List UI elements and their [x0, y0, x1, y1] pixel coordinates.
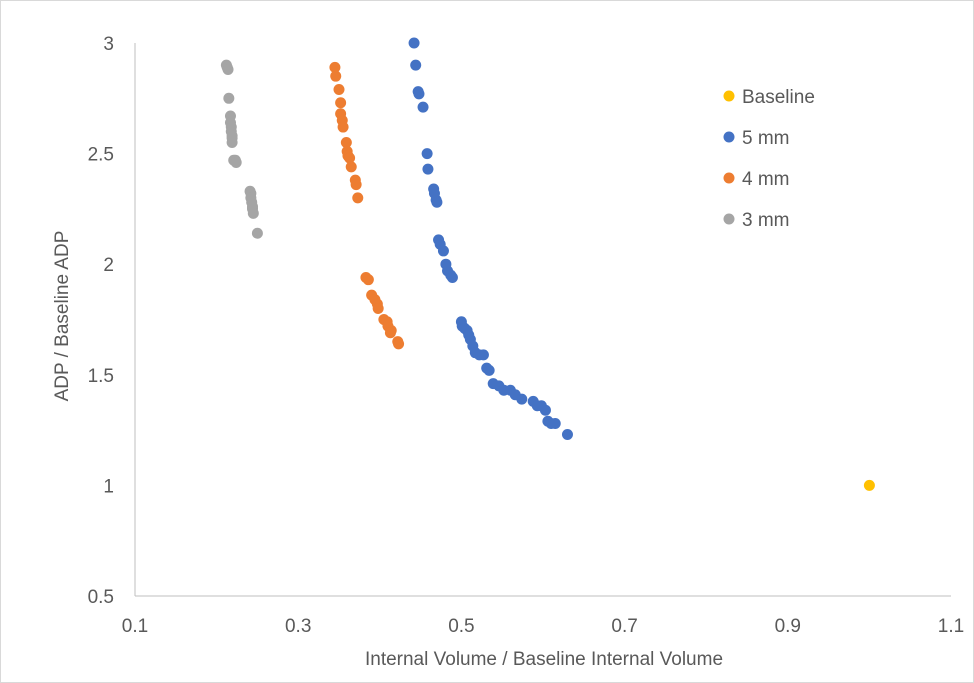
series-4-mm — [329, 61, 405, 350]
data-point — [230, 156, 242, 168]
y-tick-label: 2.5 — [88, 145, 114, 166]
data-point — [333, 83, 345, 95]
legend-marker — [723, 90, 735, 102]
legend-item: Baseline — [723, 87, 815, 108]
x-tick-label: 0.9 — [775, 616, 801, 637]
y-axis-title: ADP / Baseline ADP — [52, 231, 73, 402]
data-point — [350, 179, 362, 191]
x-tick-label: 0.1 — [122, 616, 148, 637]
data-point — [372, 302, 384, 314]
data-point — [413, 88, 425, 100]
series-3-mm — [220, 59, 263, 239]
data-point — [352, 192, 364, 204]
data-point — [863, 479, 875, 491]
data-point — [251, 227, 263, 239]
data-point — [345, 161, 357, 173]
data-point — [477, 349, 489, 361]
series-baseline — [863, 479, 875, 491]
y-tick-labels: 0.5 1 1.5 2 2.5 3 — [88, 34, 114, 608]
legend-label: 5 mm — [742, 128, 790, 149]
legend-label: Baseline — [742, 87, 815, 108]
y-tick-label: 1.5 — [88, 366, 114, 387]
data-point — [362, 274, 374, 286]
data-point — [330, 70, 342, 82]
x-tick-label: 0.3 — [285, 616, 311, 637]
data-point — [483, 364, 495, 376]
axes — [134, 43, 951, 597]
legend-item: 4 mm — [723, 169, 790, 190]
legend-label: 4 mm — [742, 169, 790, 190]
legend-label: 3 mm — [742, 210, 790, 231]
y-tick-label: 3 — [103, 34, 114, 55]
data-point — [437, 245, 449, 257]
data-point — [516, 393, 528, 405]
data-point — [408, 37, 420, 49]
data-point — [329, 61, 341, 73]
x-tick-label: 0.5 — [448, 616, 474, 637]
legend: Baseline 5 mm 4 mm 3 mm — [723, 87, 815, 231]
data-point — [422, 163, 434, 175]
legend-marker — [723, 172, 735, 184]
legend-marker — [723, 213, 735, 225]
data-point — [421, 148, 433, 160]
data-point — [539, 404, 551, 416]
y-tick-label: 2 — [103, 255, 114, 276]
data-point — [340, 137, 352, 149]
data-point — [226, 137, 238, 149]
legend-item: 5 mm — [723, 128, 790, 149]
legend-item: 3 mm — [723, 210, 790, 231]
data-point — [344, 152, 356, 164]
x-tick-label: 0.7 — [611, 616, 637, 637]
x-axis-title: Internal Volume / Baseline Internal Volu… — [365, 649, 723, 670]
legend-marker — [723, 131, 735, 143]
data-point — [561, 429, 573, 441]
y-tick-label: 1 — [103, 476, 114, 497]
data-point — [410, 59, 422, 71]
data-point — [446, 271, 458, 283]
x-tick-label: 1.1 — [938, 616, 964, 637]
data-point — [384, 327, 396, 339]
data-point — [247, 207, 259, 219]
data-point — [393, 338, 405, 350]
data-point — [335, 97, 347, 109]
series-5-mm — [408, 37, 573, 441]
data-point — [417, 101, 429, 113]
data-point — [222, 64, 234, 76]
data-point — [223, 92, 235, 104]
data-point — [549, 417, 561, 429]
x-tick-labels: 0.1 0.3 0.5 0.7 0.9 1.1 — [122, 616, 964, 637]
data-points — [220, 37, 875, 491]
y-tick-label: 0.5 — [88, 587, 114, 608]
data-point — [337, 121, 349, 133]
data-point — [431, 196, 443, 208]
